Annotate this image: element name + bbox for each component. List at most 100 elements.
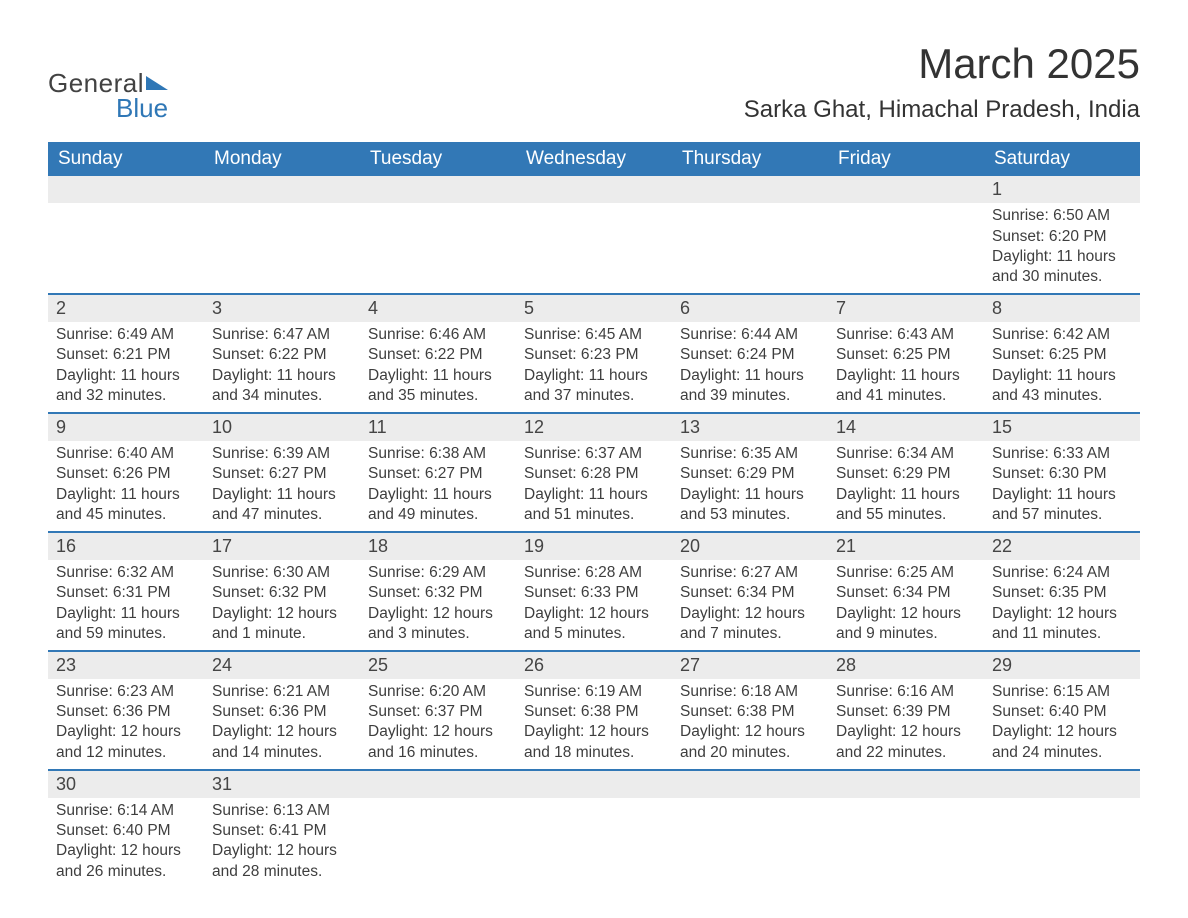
day-daylight1: Daylight: 11 hours (992, 366, 1132, 386)
day-daylight1: Daylight: 12 hours (992, 722, 1132, 742)
day-daylight2: and 45 minutes. (56, 505, 196, 525)
calendar-week-row: 16Sunrise: 6:32 AMSunset: 6:31 PMDayligh… (48, 532, 1140, 651)
day-daylight1: Daylight: 12 hours (836, 722, 976, 742)
day-sunrise: Sunrise: 6:15 AM (992, 682, 1132, 702)
day-daylight2: and 22 minutes. (836, 743, 976, 763)
day-number-bar (672, 176, 828, 203)
day-daylight1: Daylight: 11 hours (368, 485, 508, 505)
day-body: Sunrise: 6:42 AMSunset: 6:25 PMDaylight:… (984, 322, 1140, 412)
calendar-cell: 29Sunrise: 6:15 AMSunset: 6:40 PMDayligh… (984, 651, 1140, 770)
day-number: 3 (204, 295, 360, 322)
calendar-cell (672, 770, 828, 888)
day-number: 19 (516, 533, 672, 560)
calendar-cell: 16Sunrise: 6:32 AMSunset: 6:31 PMDayligh… (48, 532, 204, 651)
day-number: 31 (204, 771, 360, 798)
day-daylight2: and 26 minutes. (56, 862, 196, 882)
day-daylight1: Daylight: 11 hours (56, 485, 196, 505)
day-body: Sunrise: 6:30 AMSunset: 6:32 PMDaylight:… (204, 560, 360, 650)
calendar-week-row: 23Sunrise: 6:23 AMSunset: 6:36 PMDayligh… (48, 651, 1140, 770)
day-sunrise: Sunrise: 6:32 AM (56, 563, 196, 583)
day-sunset: Sunset: 6:35 PM (992, 583, 1132, 603)
day-number: 30 (48, 771, 204, 798)
day-sunrise: Sunrise: 6:39 AM (212, 444, 352, 464)
day-body (672, 203, 828, 232)
day-sunset: Sunset: 6:38 PM (524, 702, 664, 722)
day-sunset: Sunset: 6:39 PM (836, 702, 976, 722)
day-number: 16 (48, 533, 204, 560)
day-number-bar (984, 771, 1140, 798)
day-header: Saturday (984, 142, 1140, 176)
calendar-cell: 10Sunrise: 6:39 AMSunset: 6:27 PMDayligh… (204, 413, 360, 532)
day-number: 10 (204, 414, 360, 441)
day-sunrise: Sunrise: 6:35 AM (680, 444, 820, 464)
day-body: Sunrise: 6:14 AMSunset: 6:40 PMDaylight:… (48, 798, 204, 888)
day-number: 27 (672, 652, 828, 679)
day-daylight2: and 34 minutes. (212, 386, 352, 406)
calendar-cell: 19Sunrise: 6:28 AMSunset: 6:33 PMDayligh… (516, 532, 672, 651)
day-sunrise: Sunrise: 6:50 AM (992, 206, 1132, 226)
calendar-cell: 28Sunrise: 6:16 AMSunset: 6:39 PMDayligh… (828, 651, 984, 770)
day-daylight1: Daylight: 11 hours (56, 366, 196, 386)
day-daylight2: and 47 minutes. (212, 505, 352, 525)
calendar-cell (48, 176, 204, 294)
day-body: Sunrise: 6:38 AMSunset: 6:27 PMDaylight:… (360, 441, 516, 531)
day-daylight2: and 28 minutes. (212, 862, 352, 882)
calendar-cell: 27Sunrise: 6:18 AMSunset: 6:38 PMDayligh… (672, 651, 828, 770)
day-sunrise: Sunrise: 6:29 AM (368, 563, 508, 583)
day-body: Sunrise: 6:21 AMSunset: 6:36 PMDaylight:… (204, 679, 360, 769)
day-body: Sunrise: 6:25 AMSunset: 6:34 PMDaylight:… (828, 560, 984, 650)
day-sunrise: Sunrise: 6:21 AM (212, 682, 352, 702)
day-sunset: Sunset: 6:29 PM (680, 464, 820, 484)
day-sunrise: Sunrise: 6:40 AM (56, 444, 196, 464)
day-body: Sunrise: 6:47 AMSunset: 6:22 PMDaylight:… (204, 322, 360, 412)
day-sunset: Sunset: 6:29 PM (836, 464, 976, 484)
brand-part2: Blue (116, 93, 168, 124)
calendar-cell: 5Sunrise: 6:45 AMSunset: 6:23 PMDaylight… (516, 294, 672, 413)
day-sunset: Sunset: 6:24 PM (680, 345, 820, 365)
day-sunrise: Sunrise: 6:16 AM (836, 682, 976, 702)
day-sunrise: Sunrise: 6:34 AM (836, 444, 976, 464)
calendar-week-row: 1Sunrise: 6:50 AMSunset: 6:20 PMDaylight… (48, 176, 1140, 294)
day-header: Wednesday (516, 142, 672, 176)
day-sunset: Sunset: 6:40 PM (56, 821, 196, 841)
day-daylight2: and 9 minutes. (836, 624, 976, 644)
day-body (360, 203, 516, 232)
day-sunset: Sunset: 6:22 PM (368, 345, 508, 365)
day-number: 22 (984, 533, 1140, 560)
calendar-cell: 21Sunrise: 6:25 AMSunset: 6:34 PMDayligh… (828, 532, 984, 651)
day-body: Sunrise: 6:27 AMSunset: 6:34 PMDaylight:… (672, 560, 828, 650)
day-number: 12 (516, 414, 672, 441)
day-daylight2: and 30 minutes. (992, 267, 1132, 287)
day-sunrise: Sunrise: 6:14 AM (56, 801, 196, 821)
day-sunset: Sunset: 6:28 PM (524, 464, 664, 484)
day-body: Sunrise: 6:37 AMSunset: 6:28 PMDaylight:… (516, 441, 672, 531)
calendar-cell: 18Sunrise: 6:29 AMSunset: 6:32 PMDayligh… (360, 532, 516, 651)
day-number-bar (828, 176, 984, 203)
day-number-bar (360, 176, 516, 203)
day-body: Sunrise: 6:34 AMSunset: 6:29 PMDaylight:… (828, 441, 984, 531)
day-sunset: Sunset: 6:36 PM (56, 702, 196, 722)
calendar-cell: 14Sunrise: 6:34 AMSunset: 6:29 PMDayligh… (828, 413, 984, 532)
day-daylight1: Daylight: 11 hours (524, 366, 664, 386)
day-daylight2: and 49 minutes. (368, 505, 508, 525)
day-number-bar (516, 176, 672, 203)
day-sunrise: Sunrise: 6:18 AM (680, 682, 820, 702)
calendar-cell: 31Sunrise: 6:13 AMSunset: 6:41 PMDayligh… (204, 770, 360, 888)
day-sunrise: Sunrise: 6:20 AM (368, 682, 508, 702)
day-daylight1: Daylight: 11 hours (992, 485, 1132, 505)
calendar-week-row: 30Sunrise: 6:14 AMSunset: 6:40 PMDayligh… (48, 770, 1140, 888)
day-daylight2: and 51 minutes. (524, 505, 664, 525)
day-body: Sunrise: 6:44 AMSunset: 6:24 PMDaylight:… (672, 322, 828, 412)
day-number: 6 (672, 295, 828, 322)
day-body: Sunrise: 6:20 AMSunset: 6:37 PMDaylight:… (360, 679, 516, 769)
day-number: 5 (516, 295, 672, 322)
day-body: Sunrise: 6:49 AMSunset: 6:21 PMDaylight:… (48, 322, 204, 412)
day-daylight2: and 18 minutes. (524, 743, 664, 763)
day-body: Sunrise: 6:35 AMSunset: 6:29 PMDaylight:… (672, 441, 828, 531)
day-number: 14 (828, 414, 984, 441)
day-daylight2: and 1 minute. (212, 624, 352, 644)
day-daylight2: and 53 minutes. (680, 505, 820, 525)
day-body: Sunrise: 6:13 AMSunset: 6:41 PMDaylight:… (204, 798, 360, 888)
day-number: 18 (360, 533, 516, 560)
day-body (984, 798, 1140, 827)
